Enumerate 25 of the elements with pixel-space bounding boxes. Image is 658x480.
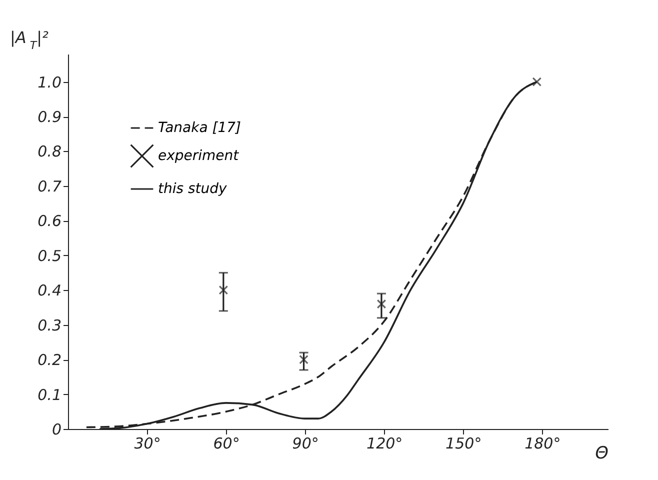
x-tick-label: 90° — [292, 434, 319, 452]
y-tick-label: 0 — [52, 420, 62, 438]
x-tick-label: 120° — [366, 434, 403, 452]
point — [299, 354, 308, 364]
legend-label: this study — [158, 181, 228, 197]
x-tick-label: 180° — [524, 434, 561, 452]
point — [532, 77, 542, 86]
y-tick-label: 0.5 — [38, 246, 62, 265]
point — [376, 299, 386, 309]
legend-label: Tanaka [17] — [158, 120, 241, 136]
x-tick-label: 60° — [213, 434, 240, 452]
x-axis-title: Θ — [595, 444, 608, 464]
y-tick-label: 0.1 — [38, 386, 62, 404]
y-tick-label: 1.0 — [38, 73, 62, 92]
y-tick-label: 0.7 — [38, 177, 62, 196]
y-tick-label: 0.8 — [38, 142, 62, 161]
y-tick-label: 0.4 — [38, 282, 62, 300]
point — [218, 285, 228, 295]
x-tick-label: 150° — [446, 434, 482, 452]
y-tick-label: 0.6 — [38, 212, 62, 230]
y-tick-label: 0.3 — [38, 316, 62, 334]
x-tick-label: 30° — [134, 434, 161, 452]
y-tick-label: 0.9 — [38, 108, 62, 126]
y-tick-label: 0.2 — [38, 351, 62, 370]
legend-label: experiment — [158, 148, 240, 164]
